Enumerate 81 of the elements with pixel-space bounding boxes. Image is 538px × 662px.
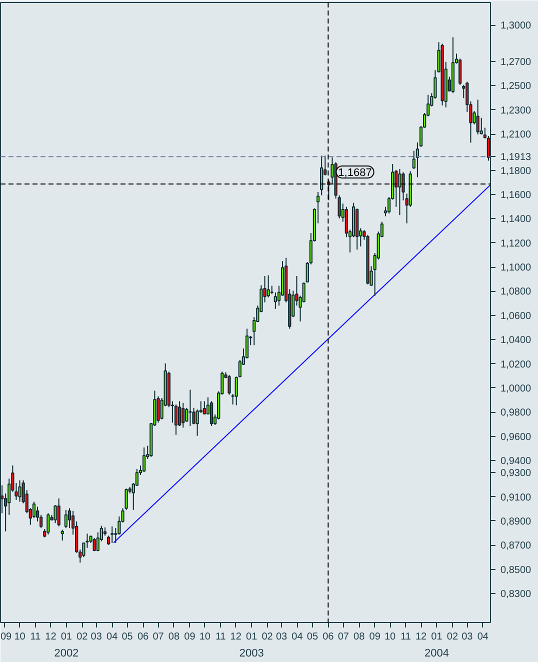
x-tick-label: 03 <box>276 632 288 642</box>
y-tick-label: 1,2100 <box>500 130 532 141</box>
x-tick-label: 05 <box>122 632 134 642</box>
candlestick <box>92 537 96 552</box>
text: 2003 <box>239 648 264 660</box>
x-tick-label: 02 <box>76 632 88 642</box>
y-tick-label: 1,0600 <box>500 310 532 322</box>
y-tick-label: 0,9600 <box>500 432 532 443</box>
x-tick-label: 11 <box>400 632 412 642</box>
y-tick-label: 0,8900 <box>500 516 532 528</box>
x-tick-label: 02 <box>262 632 274 642</box>
y-tick-label: 0,9100 <box>500 492 532 504</box>
x-tick-label: 01 <box>431 632 443 642</box>
y-tick-label: 1,1200 <box>500 238 532 250</box>
x-tick-label: 01 <box>60 632 72 642</box>
text: 2004 <box>424 648 449 660</box>
y-tick-label: 0,9300 <box>500 468 532 480</box>
x-tick-label: 04 <box>292 632 304 642</box>
y-tick-label: 1,2500 <box>500 81 532 92</box>
y-tick-label: 1,1600 <box>500 190 532 201</box>
candlestick <box>188 389 192 427</box>
x-tick-label: 10 <box>384 632 396 642</box>
x-tick-label: 09 <box>369 632 381 642</box>
candlestick <box>228 374 231 396</box>
x-tick-label: 06 <box>322 632 334 642</box>
x-tick-label: 12 <box>45 632 57 642</box>
x-tick-label: 12 <box>415 632 428 642</box>
y-tick-label: 1,0000 <box>500 383 532 394</box>
x-tick-label: 03 <box>90 632 102 642</box>
y-tick-label: 0,9400 <box>500 456 532 467</box>
x-tick-label: 01 <box>246 632 258 642</box>
y-tick-label: 1,1000 <box>500 262 532 274</box>
candlestick <box>476 99 480 135</box>
candlestick <box>57 498 60 527</box>
x-tick-label: 09 <box>184 632 196 642</box>
y-tick-label: 1,0200 <box>500 359 532 370</box>
y-tick-label: 1,0400 <box>500 335 532 346</box>
x-tick-label: 07 <box>338 632 350 642</box>
x-tick-label: 04 <box>477 632 489 642</box>
candlestick <box>18 480 22 502</box>
y-tick-label: 1,1800 <box>500 166 532 177</box>
candlestick <box>178 400 182 427</box>
x-tick-label: 11 <box>30 632 42 642</box>
x-tick-label: 10 <box>199 632 211 642</box>
candlestick <box>202 400 206 415</box>
candlestick <box>110 526 114 544</box>
y-tick-label: 1,2300 <box>500 105 532 116</box>
candlestick <box>60 529 64 542</box>
candlestick <box>174 404 178 436</box>
ref-line-label: 1,1913 <box>500 152 532 164</box>
candlestick <box>46 512 50 536</box>
x-tick-label: 06 <box>137 632 150 642</box>
candlestick <box>64 509 68 529</box>
ref-line-label: 1,1687 <box>338 166 372 179</box>
candlestick <box>182 402 185 428</box>
candlestick <box>54 504 57 524</box>
x-tick-label: 08 <box>354 632 366 642</box>
x-tick-label: 03 <box>462 632 474 642</box>
x-tick-label: 12 <box>230 632 242 642</box>
candlestick <box>320 155 324 196</box>
y-tick-label: 1,1400 <box>500 214 532 226</box>
candlestick <box>398 168 402 216</box>
candlestick <box>266 274 270 298</box>
candlestick <box>142 446 146 472</box>
x-tick-label: 11 <box>215 632 226 642</box>
x-tick-label: 07 <box>152 632 164 642</box>
y-tick-label: 0,9800 <box>500 408 532 419</box>
y-tick-label: 0,8700 <box>500 540 532 552</box>
x-tick-label: 10 <box>14 632 26 642</box>
text: 2002 <box>54 648 79 660</box>
x-tick-label: 02 <box>446 632 458 642</box>
x-tick-label: 09 <box>0 632 12 642</box>
y-tick-label: 0,8500 <box>500 564 532 576</box>
y-tick-label: 0,8300 <box>500 588 532 600</box>
x-tick-label: 04 <box>106 632 118 642</box>
y-tick-label: 1,3000 <box>500 20 532 32</box>
x-tick-label: 05 <box>306 632 318 642</box>
y-tick-label: 1,2700 <box>500 57 532 68</box>
candlestick <box>210 400 214 427</box>
x-tick-label: 08 <box>168 632 180 642</box>
y-tick-label: 1,0800 <box>500 286 532 298</box>
